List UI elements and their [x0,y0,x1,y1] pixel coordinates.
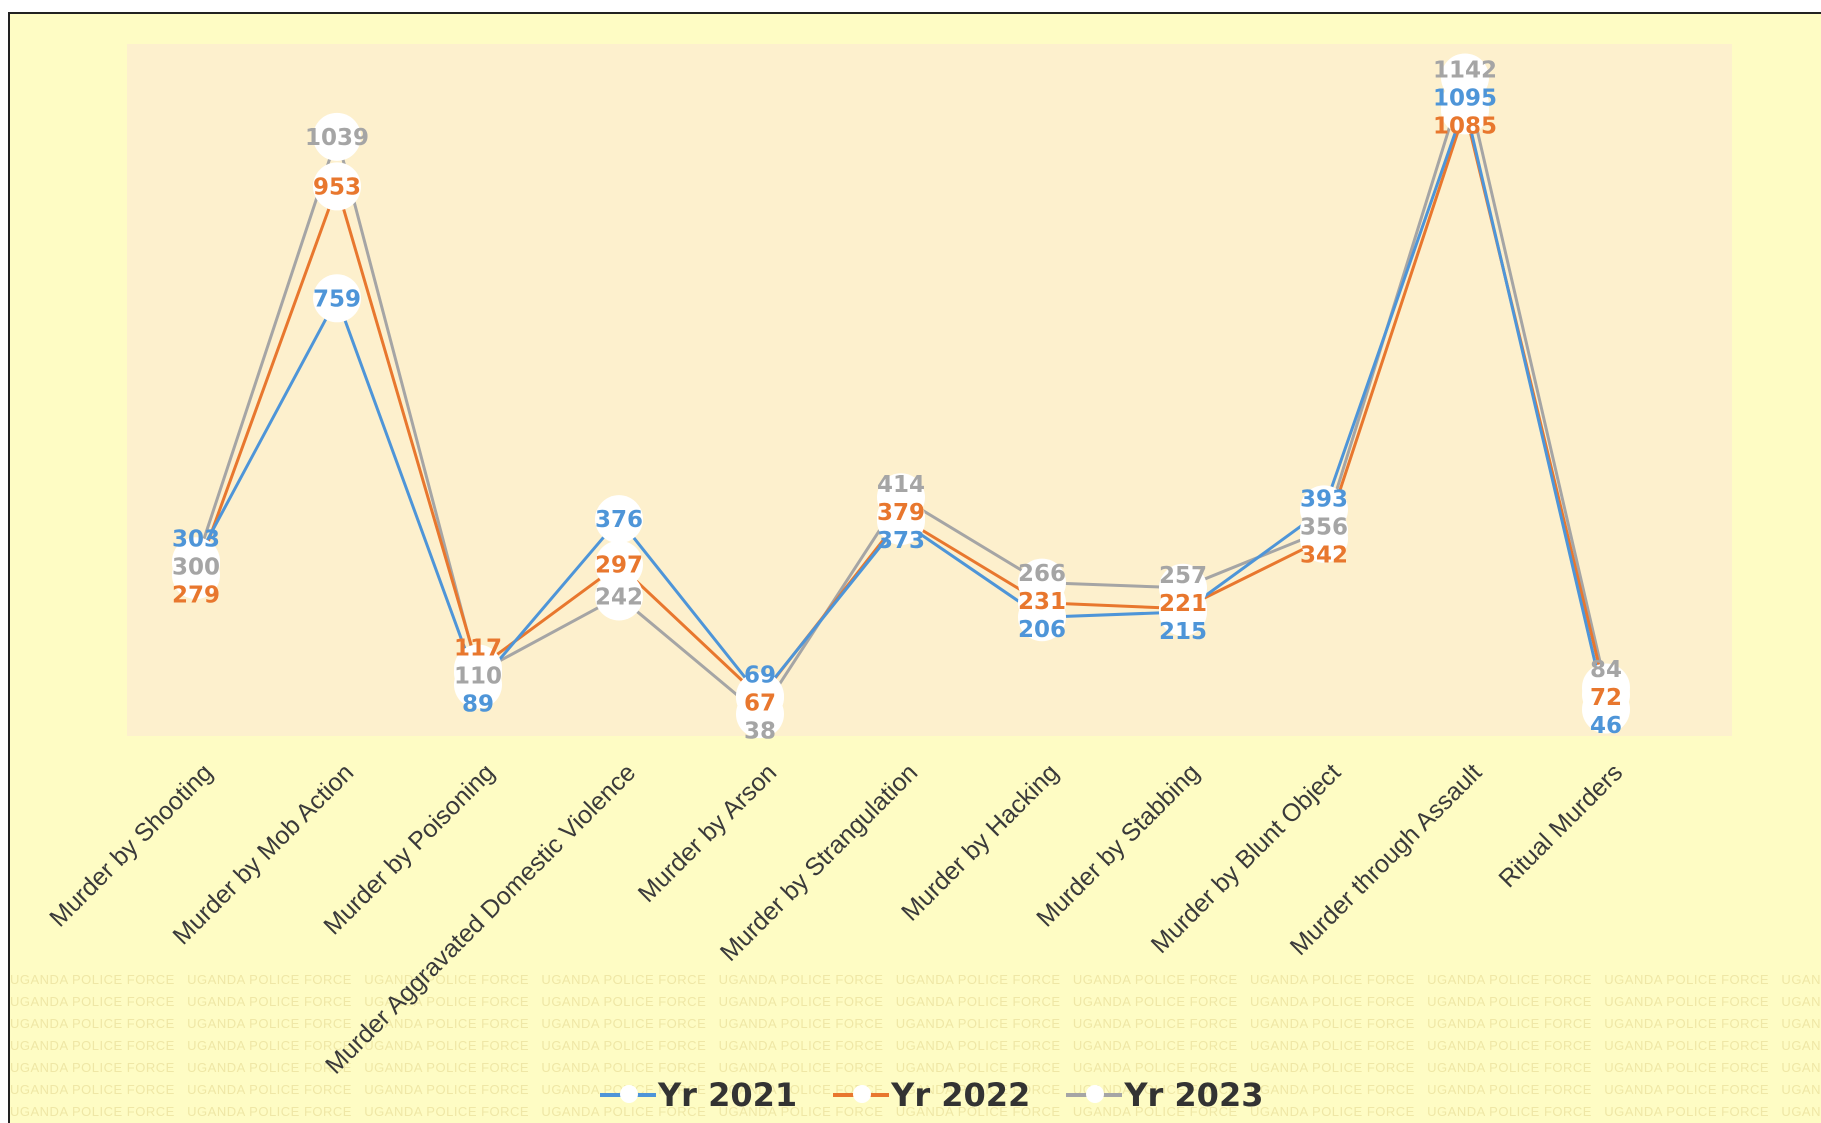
data-label-yr-2023-murder-by-poisoning: 110 [454,663,502,689]
legend-label-yr-2022: Yr 2022 [891,1076,1031,1114]
point-yr-2023-murder-by-blunt-object [1300,506,1348,555]
point-yr-2021-murder-by-mob-action [313,274,361,323]
data-label-yr-2022-murder-by-shooting: 279 [172,583,220,609]
data-label-yr-2023-murder-aggravated-domestic-violence: 242 [595,584,643,610]
point-yr-2023-murder-aggravated-domestic-violence [595,572,643,621]
data-label-yr-2022-murder-through-assault: 1085 [1433,113,1497,139]
point-yr-2023-murder-by-mob-action [313,112,361,161]
legend-label-yr-2023: Yr 2023 [1124,1076,1264,1114]
data-label-yr-2021-ritual-murders: 46 [1590,713,1622,739]
point-yr-2022-murder-through-assault [1441,86,1489,135]
data-label-yr-2022-murder-by-blunt-object: 342 [1300,542,1348,568]
data-label-yr-2023-murder-by-hacking: 266 [1018,561,1066,587]
data-label-yr-2021-murder-by-poisoning: 89 [462,691,494,717]
category-label-murder-aggravated-domestic-violence: Murder Aggravated Domestic Violence [320,758,641,1079]
point-yr-2021-murder-aggravated-domestic-violence [595,495,643,544]
point-yr-2023-murder-by-shooting [172,539,220,587]
data-label-yr-2022-murder-by-mob-action: 953 [313,174,361,200]
data-label-yr-2023-murder-by-mob-action: 1039 [305,125,369,151]
point-yr-2023-murder-by-poisoning [454,648,502,697]
data-label-yr-2023-murder-by-shooting: 300 [172,555,220,581]
point-yr-2023-murder-by-strangulation [877,473,925,522]
data-label-yr-2022-murder-by-strangulation: 379 [877,500,925,526]
data-label-yr-2021-murder-by-stabbing: 215 [1159,619,1207,645]
data-label-yr-2022-ritual-murders: 72 [1590,685,1622,711]
category-label-murder-by-hacking: Murder by Hacking [896,758,1064,926]
point-yr-2023-murder-through-assault [1441,53,1489,102]
data-label-yr-2022-murder-by-arson: 67 [744,691,776,717]
legend: Yr 2021 Yr 2022 Yr 2023 [600,1076,1263,1114]
legend-item-yr-2021: Yr 2021 [600,1076,797,1114]
data-label-yr-2021-murder-by-blunt-object: 393 [1300,486,1348,512]
chart-frame: UGANDA POLICE FORCE UGANDA POLICE FORCE … [8,12,1821,1123]
category-label-murder-by-arson: Murder by Arson [633,758,782,907]
data-label-yr-2021-murder-through-assault: 1095 [1433,85,1497,111]
category-label-ritual-murders: Ritual Murders [1493,758,1628,893]
watermark: UGANDA POLICE FORCE UGANDA POLICE FORCE … [10,972,1821,1119]
point-yr-2022-murder-by-mob-action [313,162,361,211]
legend-item-yr-2023: Yr 2023 [1066,1076,1263,1114]
point-yr-2023-murder-by-hacking [1018,558,1066,607]
data-label-yr-2022-murder-by-stabbing: 221 [1159,591,1207,617]
data-label-yr-2021-murder-by-strangulation: 373 [877,528,925,554]
data-label-yr-2023-murder-by-stabbing: 257 [1159,563,1207,589]
legend-swatch-yr-2021 [600,1085,656,1103]
plot-area [127,44,1732,736]
data-label-yr-2023-murder-through-assault: 1142 [1433,57,1497,83]
data-label-yr-2021-murder-by-arson: 69 [744,663,776,689]
data-label-yr-2023-murder-by-blunt-object: 356 [1300,514,1348,540]
data-label-yr-2023-murder-by-arson: 38 [744,719,776,745]
data-label-yr-2021-murder-by-hacking: 206 [1018,617,1066,643]
data-label-yr-2021-murder-by-mob-action: 759 [313,286,361,312]
data-label-yr-2022-murder-aggravated-domestic-violence: 297 [595,553,643,579]
legend-item-yr-2022: Yr 2022 [833,1076,1030,1114]
data-label-yr-2022-murder-by-hacking: 231 [1018,589,1066,615]
legend-swatch-yr-2023 [1066,1085,1123,1103]
point-yr-2023-murder-by-stabbing [1159,563,1207,612]
marker-layer [172,53,1630,739]
data-label-yr-2023-murder-by-strangulation: 414 [877,472,925,498]
point-yr-2023-ritual-murders [1582,663,1630,712]
data-label-yr-2022-murder-by-poisoning: 117 [454,635,502,661]
point-yr-2023-murder-by-arson [736,690,784,739]
data-label-yr-2023-ritual-murders: 84 [1590,657,1622,683]
legend-label-yr-2021: Yr 2021 [658,1076,798,1114]
legend-swatch-yr-2022 [833,1085,890,1103]
data-label-yr-2021-murder-aggravated-domestic-violence: 376 [595,507,643,533]
data-label-yr-2021-murder-by-shooting: 303 [172,527,220,553]
